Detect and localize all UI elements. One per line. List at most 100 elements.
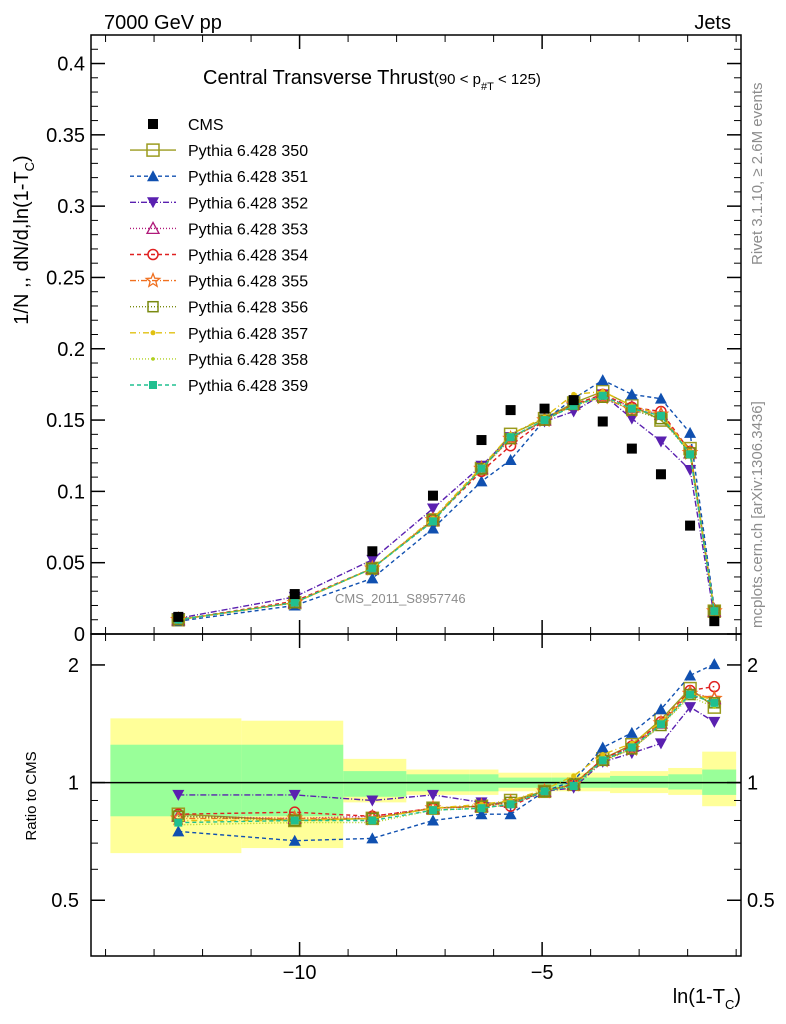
band-inner-0 [110, 744, 242, 817]
ratio-point-pythia-6-428-351-11-shape [684, 669, 697, 681]
series-line-pythia-6-428-358 [178, 396, 715, 621]
ratio-point-pythia-6-428-359-11-shape [686, 690, 695, 699]
point-pythia-6-428-351-5 [504, 454, 517, 466]
ratio-tick-label-left-1: 1 [68, 773, 79, 795]
point-pythia-6-428-351-9 [625, 388, 638, 400]
legend-marker-pythia-6-428-353-shape [145, 221, 161, 235]
band-inner-2 [343, 771, 407, 797]
point-pythia-6-428-351-8 [596, 374, 609, 386]
ratio-point-pythia-6-428-352-1 [288, 789, 301, 801]
ratio-point-pythia-6-428-359-4-shape [477, 804, 486, 813]
point-cms-5-shape [505, 405, 516, 416]
point-pythia-6-428-356-4-shape [475, 462, 488, 475]
point-pythia-6-428-359-6 [540, 416, 549, 425]
legend-label-pythia-6-428-356: Pythia 6.428 356 [188, 300, 308, 317]
ratio-point-pythia-6-428-351-10 [654, 703, 667, 715]
point-cms-12 [709, 616, 720, 627]
legend-item-pythia-6-428-354: Pythia 6.428 354 [130, 248, 308, 265]
ratio-point-pythia-6-428-352-3 [426, 789, 439, 801]
ratio-point-pythia-6-428-352-10-shape [654, 738, 667, 750]
point-cms-11 [685, 520, 696, 531]
legend-marker-pythia-6-428-354-shape [147, 248, 159, 261]
ratio-point-pythia-6-428-359-9 [627, 743, 636, 752]
ratio-point-pythia-6-428-359-0-shape [174, 818, 183, 827]
ratio-point-pythia-6-428-351-8 [596, 741, 609, 753]
point-pythia-6-428-351-11 [684, 426, 697, 438]
point-pythia-6-428-351-4-shape [475, 475, 488, 487]
ratio-point-pythia-6-428-351-10-shape [654, 703, 667, 715]
point-cms-4 [476, 435, 487, 446]
series-pythia-6-428-359 [174, 391, 719, 827]
legend-marker-pythia-6-428-357-shape [150, 330, 156, 336]
point-cms-5 [505, 405, 516, 416]
ratio-point-pythia-6-428-359-10 [656, 720, 665, 729]
series-line-pythia-6-428-354 [178, 393, 715, 621]
ratio-point-pythia-6-428-351-3-shape [426, 814, 439, 826]
ratio-point-pythia-6-428-351-5 [504, 808, 517, 820]
axes-ticks: 0 0.05 0.1 0.15 0.2 0.25 0.3 0.35 0.4 0.5 0.5 1 1 2 2 −… [46, 34, 775, 984]
point-cms-11-shape [685, 520, 696, 531]
legend-marker-pythia-6-428-357 [150, 330, 156, 336]
ratio-tick-label-right-0: 0.5 [747, 890, 775, 912]
point-pythia-6-428-351-2 [366, 572, 379, 584]
point-pythia-6-428-359-3-shape [428, 517, 437, 526]
ratio-point-pythia-6-428-359-5-shape [506, 800, 515, 809]
legend-marker-pythia-6-428-350 [146, 143, 160, 157]
x-tick-label-1: −5 [531, 962, 554, 984]
chart-title-suffix: (90 < p [434, 71, 481, 88]
legend-marker-pythia-6-428-355-shape [144, 271, 162, 288]
legend-marker-pythia-6-428-352 [147, 197, 159, 209]
point-pythia-6-428-351-9-shape [625, 388, 638, 400]
band-inner-1 [241, 744, 344, 817]
ratio-point-pythia-6-428-352-3-shape [426, 789, 439, 801]
legend-item-pythia-6-428-358: Pythia 6.428 358 [130, 352, 308, 369]
point-cms-9 [626, 443, 637, 454]
point-pythia-6-428-351-2-shape [366, 572, 379, 584]
ratio-point-pythia-6-428-352-0-shape [172, 789, 185, 801]
legend-marker-pythia-6-428-355 [144, 271, 162, 288]
ratio-point-pythia-6-428-352-2 [366, 795, 379, 807]
point-cms-8 [597, 416, 608, 427]
series-line-pythia-6-428-353 [178, 395, 715, 621]
legend-item-pythia-6-428-359: Pythia 6.428 359 [130, 378, 308, 395]
y-tick-label-7: 0.35 [46, 125, 85, 147]
legend-marker-pythia-6-428-353 [145, 221, 161, 235]
point-pythia-6-428-351-3-shape [426, 522, 439, 534]
chart-title-main: Central Transverse Thrust [203, 67, 434, 89]
x-axis-label-sub: C [725, 997, 734, 1012]
series-line-pythia-6-428-359 [178, 395, 715, 621]
y-tick-label-4: 0.2 [57, 339, 85, 361]
point-pythia-6-428-359-4-shape [477, 464, 486, 473]
legend-label-pythia-6-428-351: Pythia 6.428 351 [188, 169, 308, 186]
point-pythia-6-428-359-11 [686, 450, 695, 459]
point-cms-7 [568, 395, 579, 406]
point-cms-3 [427, 490, 438, 501]
point-pythia-6-428-351-4 [475, 475, 488, 487]
legend-label-pythia-6-428-350: Pythia 6.428 350 [188, 143, 308, 160]
series-cms [173, 395, 720, 627]
chart-title: Central Transverse Thrust(90 < p#T < 125… [203, 67, 541, 93]
legend-item-pythia-6-428-353: Pythia 6.428 353 [130, 221, 308, 238]
point-pythia-6-428-356-2 [366, 562, 379, 575]
x-axis-label: ln(1-TC) [673, 986, 741, 1012]
legend-item-cms: CMS [148, 117, 224, 134]
y-tick-label-8: 0.4 [57, 54, 85, 76]
ratio-point-pythia-6-428-352-11 [684, 702, 697, 714]
point-pythia-6-428-352-10 [654, 436, 667, 448]
point-cms-10-shape [655, 469, 666, 480]
point-pythia-6-428-359-8 [598, 391, 607, 400]
point-pythia-6-428-359-9 [627, 404, 636, 413]
ratio-point-pythia-6-428-351-0-shape [172, 825, 185, 837]
ratio-point-pythia-6-428-351-4 [475, 808, 488, 820]
ratio-point-pythia-6-428-356-6 [538, 785, 551, 798]
side-text-top: Rivet 3.1.10, ≥ 2.6M events [749, 83, 766, 266]
point-cms-8-shape [597, 416, 608, 427]
legend-marker-pythia-6-428-356-shape [147, 300, 159, 313]
ratio-point-pythia-6-428-359-11 [686, 690, 695, 699]
point-cms-0-shape [173, 611, 184, 622]
ratio-tick-label-left-2: 2 [68, 655, 79, 677]
ratio-point-pythia-6-428-359-1 [290, 816, 299, 825]
legend-item-pythia-6-428-350: Pythia 6.428 350 [130, 143, 308, 160]
point-pythia-6-428-359-3 [428, 517, 437, 526]
ratio-point-pythia-6-428-359-3-shape [428, 806, 437, 815]
